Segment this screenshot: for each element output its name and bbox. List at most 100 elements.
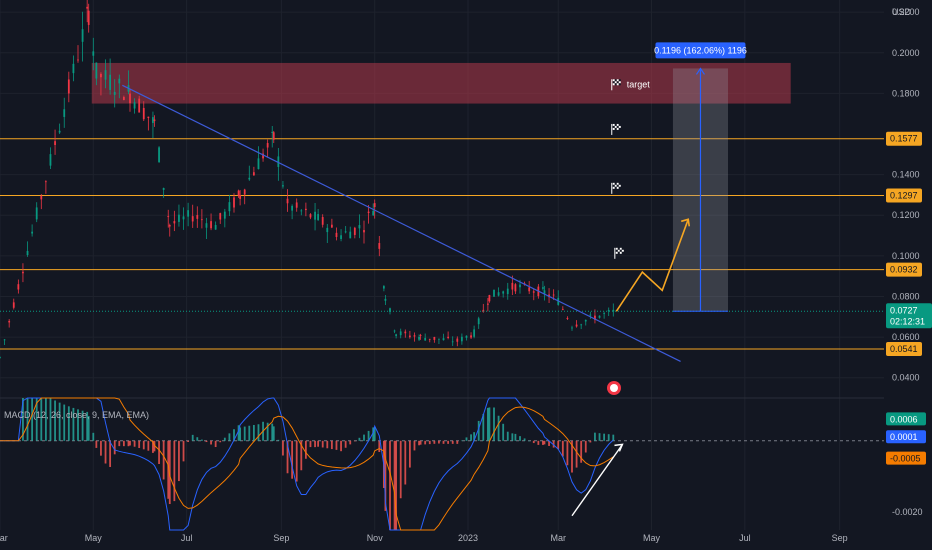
macd-histogram-bar — [304, 440, 307, 459]
candle-body — [497, 292, 500, 296]
macd-histogram-bar — [399, 440, 402, 499]
level-price-tag — [886, 262, 922, 277]
macd-histogram-bar — [395, 440, 398, 530]
candle-body — [271, 131, 274, 134]
candle-body — [196, 215, 199, 219]
macd-histogram-bar — [173, 440, 176, 502]
macd-histogram-bar — [40, 398, 43, 441]
candle-body — [433, 336, 436, 340]
flag-label: target — [627, 79, 651, 89]
candle-body — [460, 336, 463, 342]
macd-value-tag — [886, 430, 926, 444]
candle-body — [233, 197, 235, 208]
time-tick-label: Mar — [550, 533, 566, 543]
macd-pane — [0, 397, 884, 531]
flag-cell — [614, 123, 617, 126]
macd-histogram-bar — [404, 440, 407, 485]
candle-body — [200, 219, 203, 221]
macd-histogram-bar — [277, 439, 280, 441]
macd-histogram-bar — [358, 437, 361, 441]
candle-body — [49, 154, 52, 166]
flag-cell — [619, 251, 622, 254]
candle-body — [92, 51, 95, 56]
level-price-tag — [886, 342, 922, 357]
candle-body — [77, 59, 79, 61]
candle-body — [552, 294, 555, 296]
flag-cell — [616, 81, 619, 84]
candle-body — [408, 335, 411, 338]
macd-histogram-bar — [129, 440, 131, 446]
macd-histogram-bar — [223, 437, 226, 441]
macd-histogram-bar — [384, 440, 387, 511]
macd-histogram-bar — [326, 440, 329, 449]
candle-body — [100, 73, 102, 78]
resistance-zone-layer — [91, 62, 791, 104]
macd-histogram-bar — [594, 432, 596, 441]
macd-histogram-bar — [584, 440, 587, 453]
candle-body — [473, 329, 476, 337]
level-price-tag — [886, 131, 922, 146]
macd-histogram-bar — [511, 433, 514, 441]
macd-histogram-bar — [372, 427, 375, 441]
macd-line — [0, 397, 614, 531]
macd-histogram-bar — [473, 432, 476, 441]
macd-title: MACD (12, 26, close, 9, EMA, EMA) — [4, 410, 149, 420]
trendline — [122, 84, 681, 362]
macd-histogram-bar — [205, 440, 208, 443]
macd-histogram-bar — [465, 437, 468, 441]
candle-body — [191, 216, 194, 222]
candle-body — [575, 324, 578, 327]
macd-histogram-bar — [317, 440, 320, 447]
event-icon-inner — [610, 384, 618, 392]
macd-histogram-bar — [81, 410, 84, 441]
macd-histogram-bar — [419, 440, 422, 445]
candle-body — [300, 210, 303, 212]
candle-body — [142, 107, 145, 120]
flag-cell — [614, 79, 617, 82]
flag-cell — [615, 251, 618, 254]
candle-body — [378, 243, 381, 249]
flag-cell — [618, 79, 621, 82]
candle-body — [580, 324, 583, 326]
axes-layer: USD MACD (12, 26, close, 9, EMA, EMA) 0.… — [0, 7, 923, 543]
time-tick-label: Mar — [0, 533, 8, 543]
candle-body — [67, 79, 70, 94]
flag-cell — [617, 249, 620, 252]
macd-histogram-bar — [557, 440, 560, 450]
flag-cell — [618, 186, 621, 189]
candle-body — [113, 91, 116, 95]
macd-value-tag — [886, 412, 926, 426]
divergence-arrow — [571, 443, 624, 517]
candle-body — [589, 314, 592, 316]
macd-histogram-bar — [340, 440, 342, 452]
macd-histogram-bar — [335, 440, 338, 450]
candle-body — [506, 288, 509, 295]
candle-body — [173, 221, 176, 224]
macd-histogram-bar — [344, 440, 347, 448]
candle-body — [413, 335, 416, 337]
time-tick-label: Sep — [832, 533, 848, 543]
macd-histogram-bar — [542, 440, 544, 445]
candle-body — [129, 93, 131, 104]
candle-body — [603, 313, 606, 314]
macd-histogram-bar — [612, 434, 615, 441]
level-price-tag-text: 0.0932 — [890, 265, 918, 275]
macd-histogram-bar — [248, 425, 251, 441]
candle-body — [44, 181, 47, 183]
candle-body — [262, 153, 264, 159]
macd-histogram-bar — [118, 440, 121, 447]
candle-body — [109, 74, 112, 90]
macd-histogram-bar — [113, 440, 116, 455]
flag-cell — [619, 249, 622, 252]
projected-path — [615, 219, 689, 312]
candle-body — [363, 230, 365, 233]
candle-body — [81, 29, 84, 42]
time-tick-label: Jul — [181, 533, 193, 543]
macd-value-tag-text: -0.0005 — [890, 454, 921, 464]
candle-body — [543, 290, 546, 294]
macd-histogram-bar — [77, 409, 79, 441]
macd-histogram-bar — [373, 427, 376, 441]
flag-cell — [619, 247, 622, 250]
